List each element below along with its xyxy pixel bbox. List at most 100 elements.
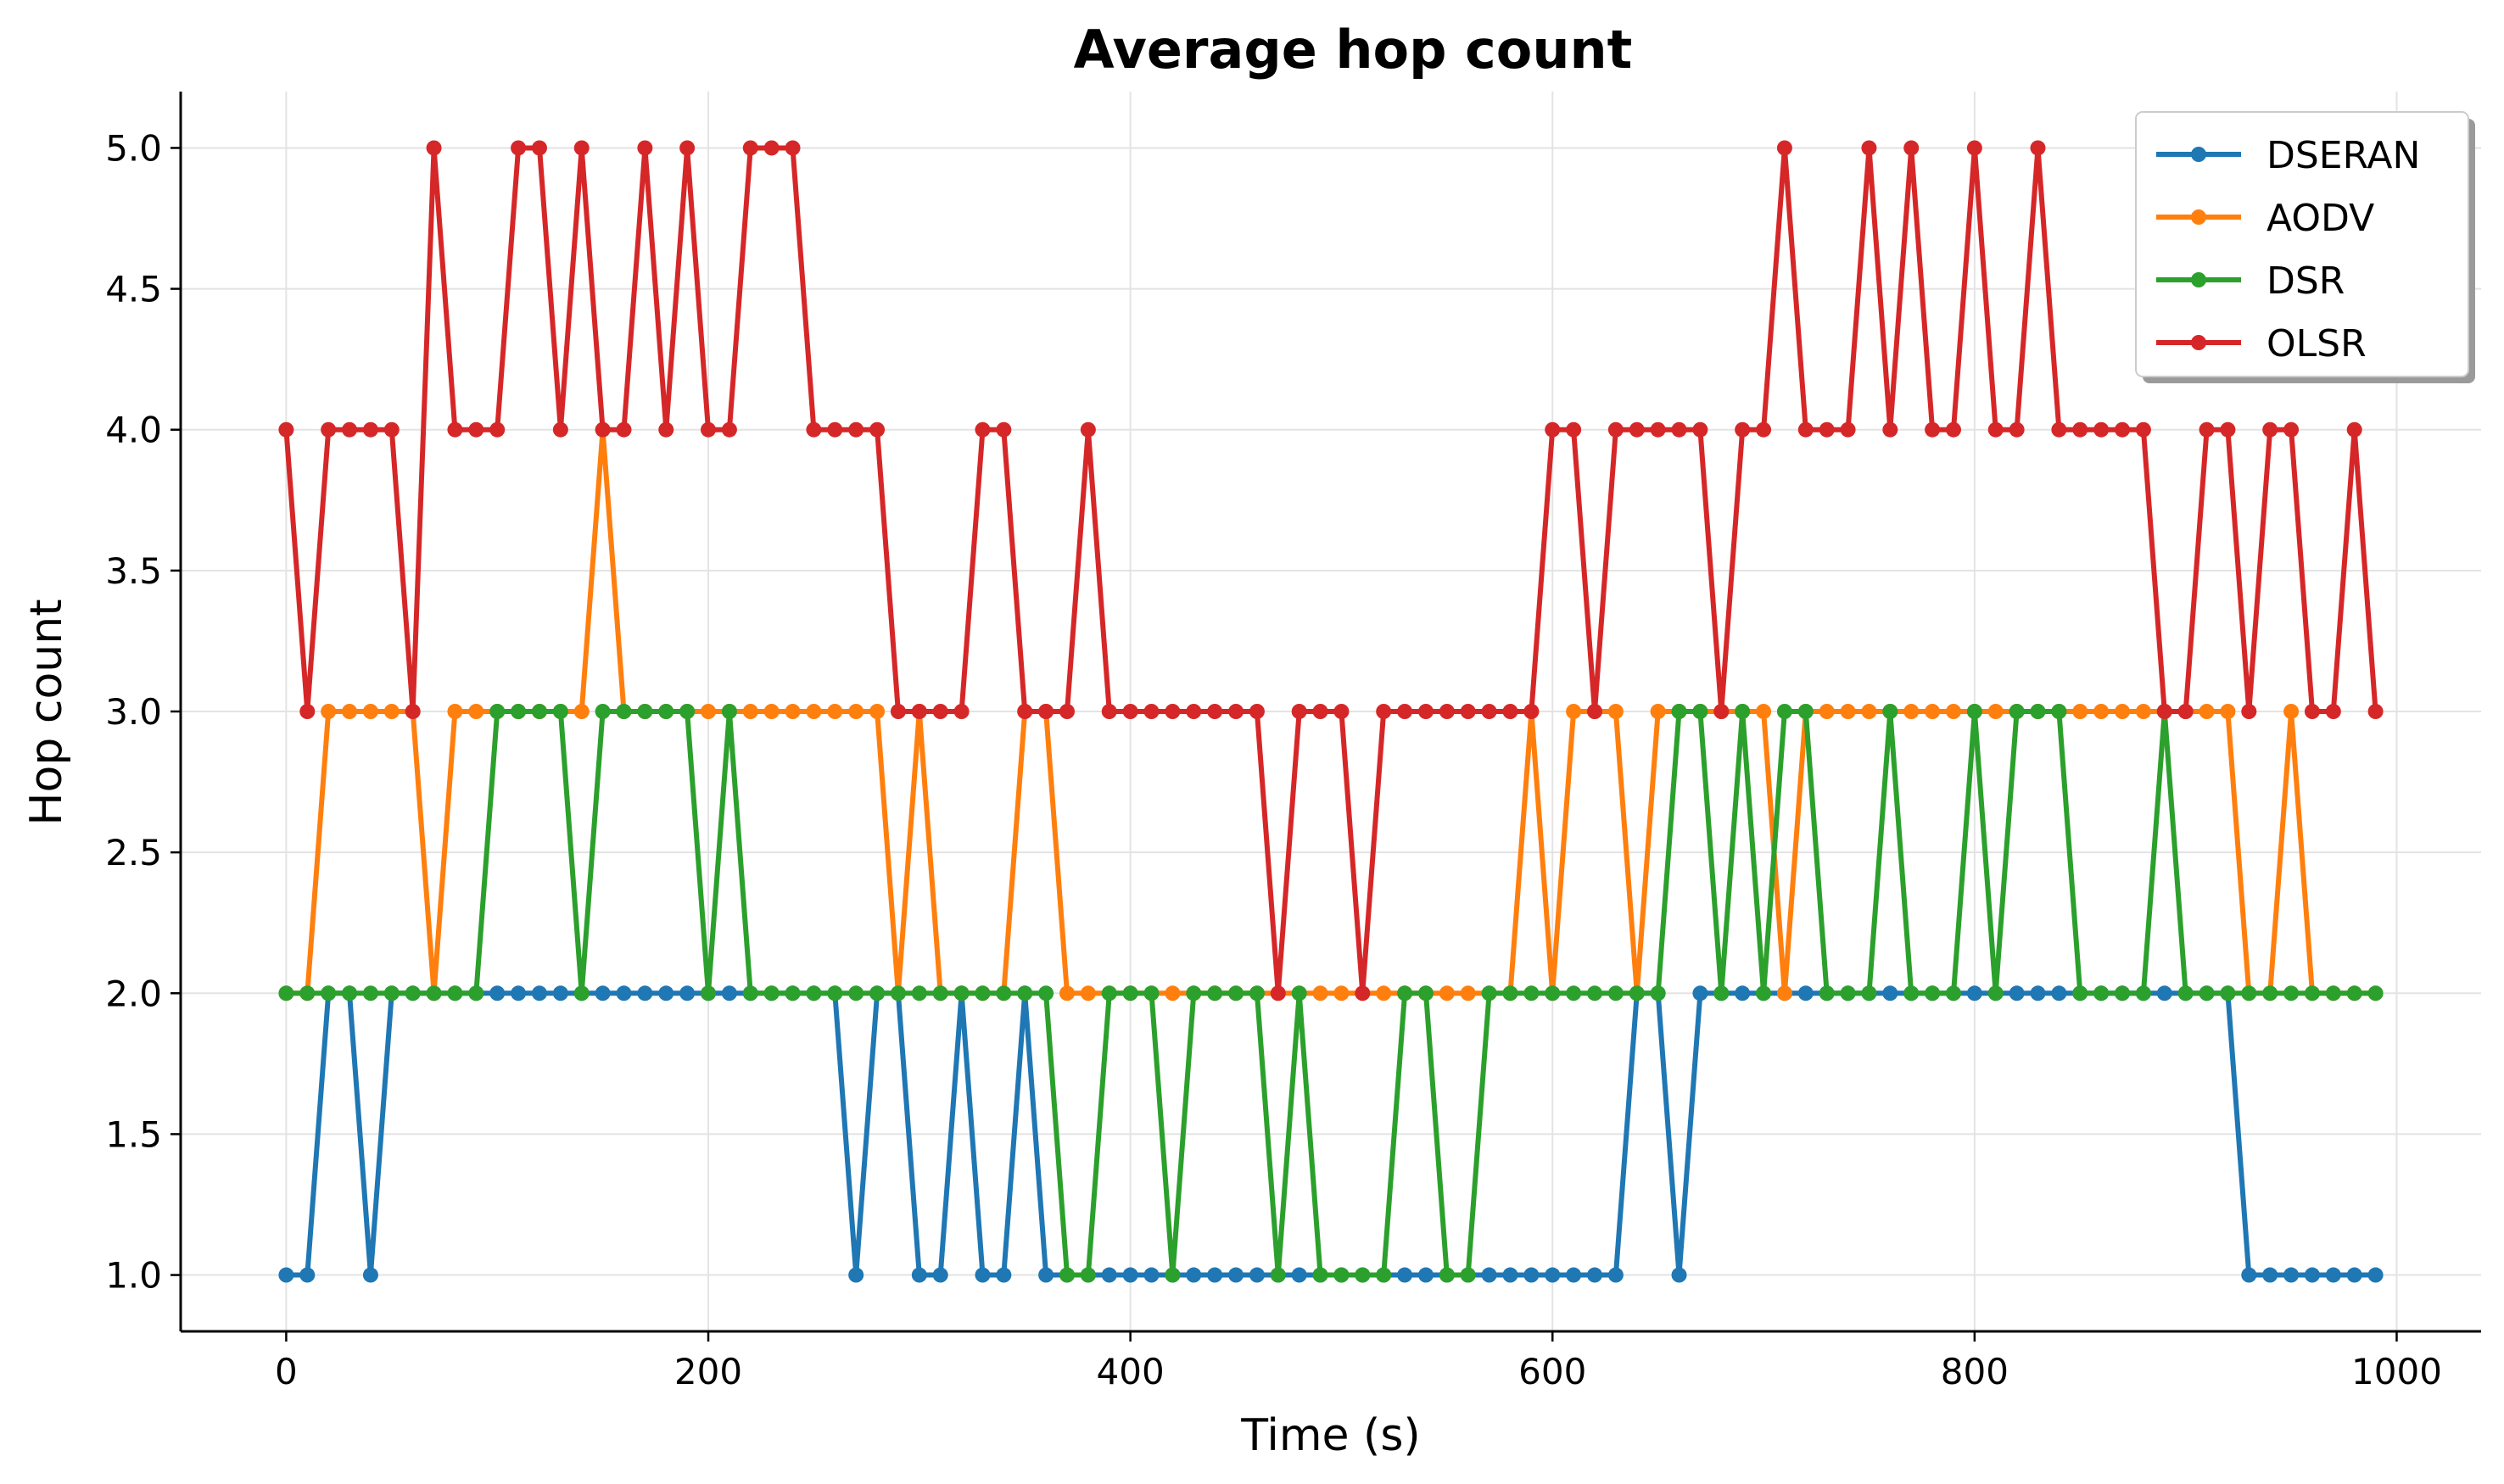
data-point-dsr [342, 985, 358, 1001]
data-point-dsr [1587, 985, 1603, 1001]
data-point-aodv [763, 704, 780, 719]
data-point-olsr [1397, 704, 1413, 719]
data-point-dseran [1545, 1267, 1561, 1283]
data-point-aodv [2072, 704, 2088, 719]
chart-title: Average hop count [1074, 19, 1633, 81]
data-point-dsr [2072, 985, 2088, 1001]
data-point-dsr [2367, 985, 2384, 1001]
data-point-aodv [1776, 985, 1792, 1001]
data-point-dsr [1481, 985, 1497, 1001]
data-point-olsr [342, 421, 358, 438]
series-line-olsr [283, 145, 2378, 996]
y-axis-label: Hop count [21, 599, 72, 825]
data-point-dsr [278, 985, 294, 1001]
data-point-dseran [1481, 1267, 1497, 1283]
data-point-dseran [2367, 1267, 2384, 1283]
data-point-dseran [2304, 1267, 2320, 1283]
data-point-dsr [2009, 704, 2025, 719]
data-point-dsr [1059, 1267, 1075, 1283]
data-point-olsr [1903, 140, 1920, 156]
y-tick-label: 5.0 [105, 127, 162, 169]
data-point-dsr [1439, 1267, 1455, 1283]
data-point-olsr [2346, 421, 2362, 438]
data-point-olsr [616, 421, 632, 438]
data-point-dseran [616, 985, 632, 1001]
data-point-olsr [1186, 704, 1202, 719]
data-point-dsr [2135, 985, 2151, 1001]
data-point-dsr [1291, 985, 1307, 1001]
data-point-olsr [1650, 421, 1666, 438]
data-point-dsr [1017, 985, 1033, 1001]
x-tick-label: 200 [674, 1351, 742, 1392]
data-point-dsr [1735, 704, 1751, 719]
data-point-olsr [2367, 704, 2384, 719]
data-point-olsr [1312, 704, 1328, 719]
y-tick-label: 1.5 [105, 1113, 162, 1155]
data-point-olsr [1566, 421, 1582, 438]
data-point-dsr [1143, 985, 1160, 1001]
data-point-dseran [1417, 1267, 1434, 1283]
data-point-dsr [1122, 985, 1138, 1001]
data-point-dseran [679, 985, 696, 1001]
data-point-dseran [1607, 1267, 1624, 1283]
data-point-olsr [1207, 704, 1223, 719]
data-point-dseran [1671, 1267, 1687, 1283]
data-point-dsr [932, 985, 948, 1001]
data-point-dsr [2093, 985, 2110, 1001]
data-point-dsr [1650, 985, 1666, 1001]
data-point-dsr [1966, 704, 1982, 719]
data-point-olsr [1819, 421, 1835, 438]
data-point-dsr [1249, 985, 1265, 1001]
data-point-dseran [2241, 1267, 2257, 1283]
data-point-aodv [1080, 985, 1096, 1001]
data-point-dsr [827, 985, 843, 1001]
data-point-olsr [1735, 421, 1751, 438]
data-point-dsr [1713, 985, 1730, 1001]
y-tick-label: 2.0 [105, 973, 162, 1014]
data-point-dsr [911, 985, 927, 1001]
data-point-dsr [1819, 985, 1835, 1001]
data-point-aodv [785, 704, 801, 719]
data-point-aodv [1987, 704, 2004, 719]
data-point-olsr [2262, 421, 2278, 438]
data-point-olsr [468, 421, 484, 438]
data-point-olsr [953, 704, 970, 719]
legend-label-dseran: DSERAN [2266, 134, 2420, 177]
legend-marker-olsr [2191, 335, 2206, 350]
data-point-dsr [953, 985, 970, 1001]
legend-label-dsr: DSR [2266, 259, 2345, 303]
data-point-aodv [2199, 704, 2215, 719]
data-point-olsr [679, 140, 696, 156]
data-point-olsr [2177, 704, 2194, 719]
data-point-dsr [701, 985, 717, 1001]
data-point-dsr [531, 704, 547, 719]
data-point-aodv [2220, 704, 2236, 719]
legend-label-aodv: AODV [2266, 197, 2374, 240]
data-point-dsr [489, 704, 506, 719]
data-point-olsr [1587, 704, 1603, 719]
data-point-aodv [1861, 704, 1877, 719]
data-point-dsr [2177, 985, 2194, 1001]
data-point-aodv [1165, 985, 1181, 1001]
data-point-dsr [426, 985, 442, 1001]
data-point-dseran [511, 985, 527, 1001]
data-point-olsr [2135, 421, 2151, 438]
data-point-olsr [1017, 704, 1033, 719]
data-point-dsr [2283, 985, 2300, 1001]
data-point-dsr [595, 704, 611, 719]
series-line-dsr [286, 709, 2376, 1278]
data-point-aodv [573, 704, 590, 719]
data-point-dsr [996, 985, 1012, 1001]
data-point-olsr [1460, 704, 1476, 719]
data-point-dsr [405, 985, 421, 1001]
data-point-olsr [1376, 704, 1392, 719]
data-point-dsr [1397, 985, 1413, 1001]
data-point-dsr [1776, 704, 1792, 719]
series-dsr [278, 704, 2384, 1283]
data-point-aodv [321, 704, 337, 719]
data-point-dsr [1312, 1267, 1328, 1283]
data-point-olsr [890, 704, 906, 719]
data-point-dsr [1038, 985, 1054, 1001]
data-point-dsr [742, 985, 758, 1001]
